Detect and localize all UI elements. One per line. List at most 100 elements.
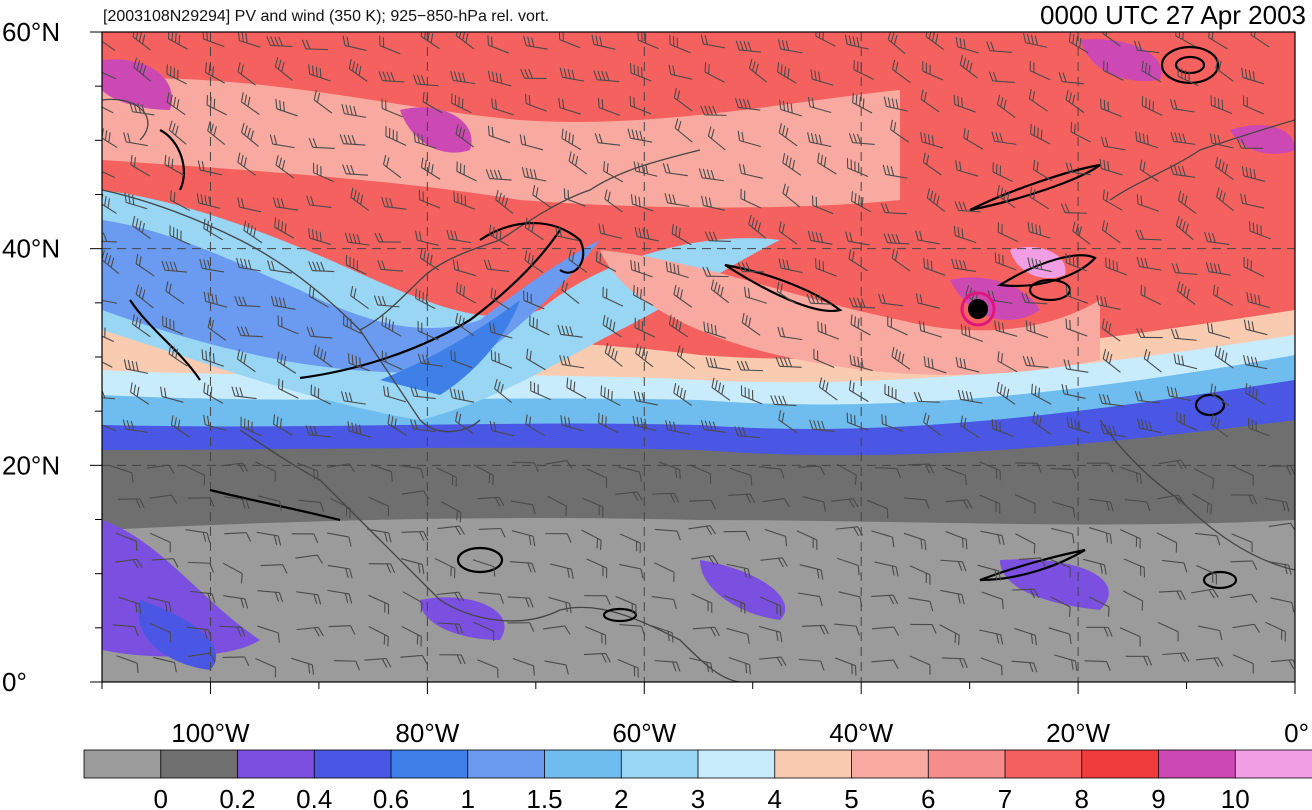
wind-barb-feather [391,321,394,332]
wind-barb-feather [645,164,649,175]
wind-barb-feather [672,65,676,76]
wind-barb [1194,532,1217,537]
wind-barb-feather [855,625,860,636]
wind-barb-feather [601,99,604,110]
wind-barb-feather [312,288,315,299]
wind-barb-feather [931,358,934,369]
wind-barb-feather [861,197,864,207]
wind-barb-feather [856,297,862,308]
wind-barb-feather [1253,624,1261,633]
wind-barb-feather [1031,223,1034,233]
wind-barb-feather [779,632,783,643]
wind-barb-feather [640,417,644,428]
wind-barb-feather [317,627,324,637]
wind-barb-feather [271,260,275,271]
wind-barb [401,490,424,495]
wind-barb-feather [1250,293,1253,303]
wind-barb-feather [1212,588,1219,598]
wind-barb-feather [1030,123,1032,134]
wind-barb-feather [1241,67,1244,78]
wind-barb [222,562,243,575]
wind-barb-feather [456,282,459,293]
wind-barb-feather [427,161,431,172]
wind-barb-feather [348,233,353,243]
wind-barb-feather [605,416,607,427]
wind-barb-feather [782,259,786,270]
wind-barb-feather [1006,388,1010,399]
colorbar-swatch [774,749,853,779]
wind-barb-feather [240,598,245,608]
wind-barb-feather [893,35,898,45]
wind-barb-feather [1248,221,1251,232]
wind-barb-feather [673,383,677,393]
wind-barb-feather [926,154,930,165]
wind-barb-feather [138,32,143,42]
wind-barb-feather [992,71,998,82]
wind-barb-feather [421,655,428,665]
wind-barb-feather [922,152,926,163]
wind-barb-feather [278,157,282,168]
wind-barb [402,591,423,604]
wind-barb-feather [207,629,212,640]
wind-barb-feather [959,38,962,48]
wind-barb-feather [386,386,390,397]
wind-barb-feather [104,130,108,141]
wind-barb-feather [1136,256,1141,267]
wind-barb-feather [431,164,434,174]
wind-barb-feather [924,133,927,143]
wind-barb-feather [276,351,280,362]
wind-barb-feather [1021,293,1026,303]
wind-barb-feather [410,386,415,397]
wind-barb-feather [995,132,1000,142]
wind-barb [546,495,567,507]
wind-barb-feather [461,72,466,83]
wind-barb-feather [913,391,919,402]
wind-barb-feather [167,32,170,39]
wind-barb-feather [531,255,534,265]
wind-barb [836,463,857,476]
wind-barb-feather [571,134,574,145]
wind-barb-feather [1251,321,1255,332]
wind-barb-feather [308,286,311,297]
wind-barb-feather [253,227,257,238]
wind-barb-feather [674,118,679,129]
wind-barb-feather [891,233,897,244]
wind-barb-feather [854,665,857,676]
wind-barb-feather [1210,504,1213,515]
wind-barb-feather [959,658,964,668]
wind-barb-feather [349,568,353,579]
wind-barb [1157,622,1179,633]
wind-barb-feather [644,350,648,361]
wind-barb-feather [923,356,926,367]
wind-barb-feather [779,357,785,367]
wind-barb [908,597,931,602]
wind-barb-feather [999,384,1003,395]
wind-barb-feather [458,126,462,137]
wind-barb-feather [702,266,708,277]
wind-barb [1050,468,1073,470]
wind-barb-feather [741,312,745,323]
wind-barb-feather [998,253,1001,264]
wind-barb-feather [532,536,536,547]
wind-barb-feather [919,294,923,305]
wind-barb-feather [1243,354,1247,365]
wind-barb-feather [319,231,322,242]
wind-barb [1232,465,1254,476]
wind-barb-feather [850,314,853,325]
wind-barb-feather [965,391,970,401]
wind-barb [1270,597,1293,604]
wind-barb-feather [130,382,133,393]
wind-barb-feather [429,254,433,265]
wind-barb-feather [244,326,250,337]
wind-barb-feather [385,197,390,208]
wind-barb-feather [1176,460,1183,470]
wind-barb-feather [172,558,179,568]
wind-barb-feather [281,159,286,170]
wind-barb-feather [1078,226,1082,237]
wind-barb-feather [274,296,279,307]
wind-barb-feather [895,62,899,72]
wind-barb-feather [856,133,862,144]
wind-barb-feather [381,260,386,270]
wind-barb-feather [1208,589,1215,599]
wind-barb-feather [673,599,677,610]
